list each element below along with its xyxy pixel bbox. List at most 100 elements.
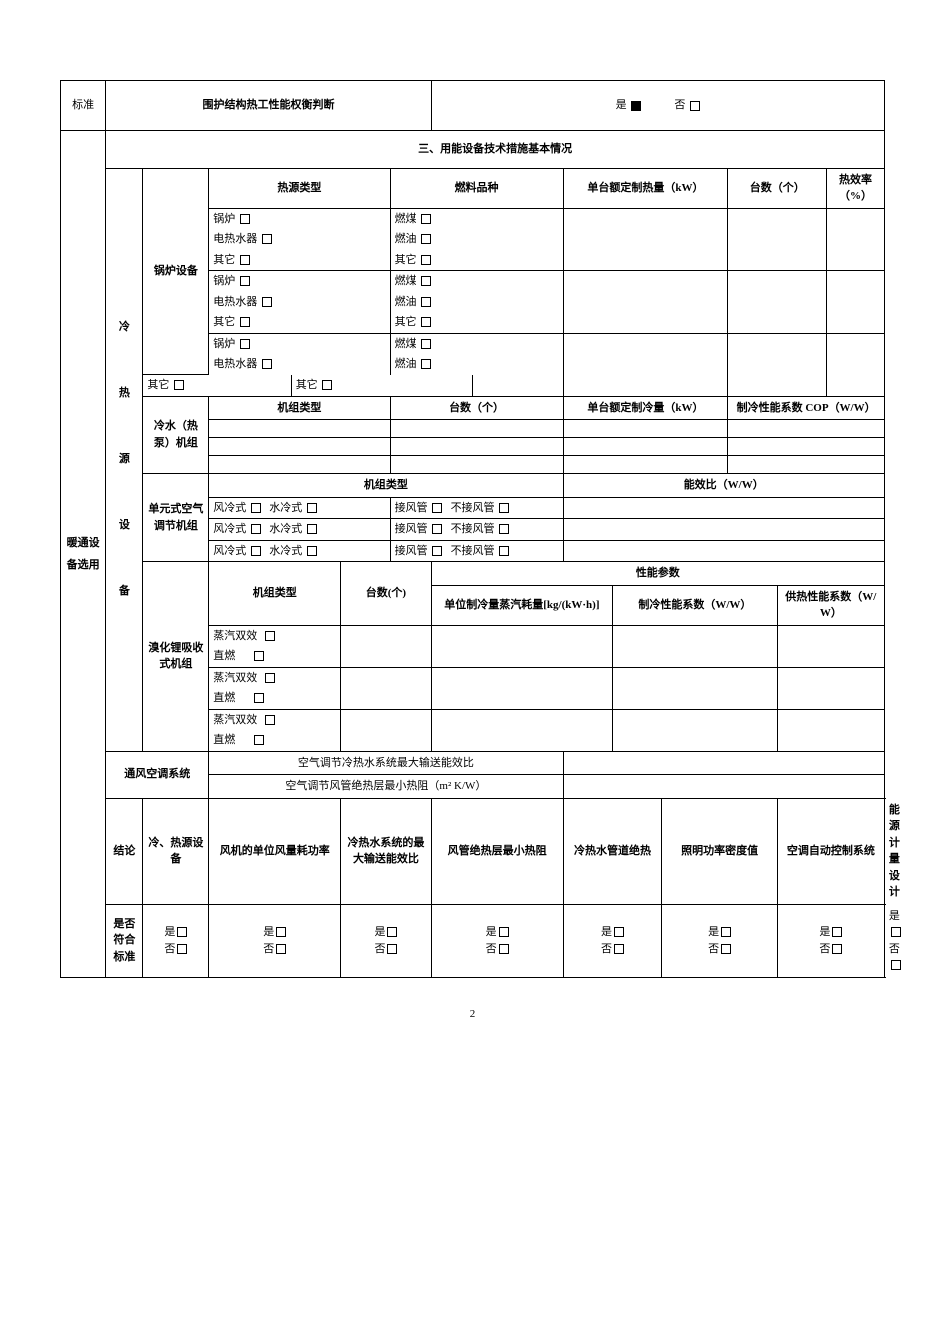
boiler-r7-b: 燃油: [390, 354, 563, 375]
comp-5: 是 否: [662, 904, 777, 977]
vent-val1: [563, 751, 884, 775]
header-title: 围护结构热工性能权衡判断: [106, 81, 431, 131]
cb[interactable]: [240, 255, 250, 265]
conclusion-label: 结论: [106, 798, 143, 904]
chiller-h4: 制冷性能系数 COP（W/W）: [728, 396, 885, 420]
cb[interactable]: [240, 317, 250, 327]
boiler-r2-a: 其它: [209, 250, 390, 271]
boiler-h1: 热源类型: [209, 168, 390, 208]
cb[interactable]: [421, 317, 431, 327]
conc-col0: 冷、热源设备: [143, 798, 209, 904]
absorber-r1-a: 蒸汽双效: [209, 667, 341, 688]
boiler-r1-b: 燃油: [390, 229, 563, 250]
boiler-r4-a: 电热水器: [209, 292, 390, 313]
no-label: 否: [674, 99, 685, 111]
cb[interactable]: [421, 339, 431, 349]
unitair-val-0: [563, 497, 884, 519]
boiler-r6-a: 锅炉: [209, 333, 390, 354]
boiler-h4: 台数（个）: [728, 168, 827, 208]
unitair-r1-b: 接风管 不接风管: [390, 519, 563, 541]
cb[interactable]: [240, 339, 250, 349]
vent-row1: 空气调节冷热水系统最大输送能效比: [209, 751, 563, 775]
compliance-label: 是否符合标准: [106, 904, 143, 977]
boiler-r2-b: 其它: [390, 250, 563, 271]
conc-col6: 空调自动控制系统: [777, 798, 884, 904]
comp-4: 是 否: [563, 904, 662, 977]
header-col1: 标准: [61, 81, 106, 131]
cb[interactable]: [240, 276, 250, 286]
conc-col2: 冷热水系统的最大输送能效比: [341, 798, 432, 904]
absorber-h5: 供热性能系数（W/W）: [777, 585, 884, 625]
boiler-r6-b: 燃煤: [390, 333, 563, 354]
ventilation-group-label: 通风空调系统: [106, 751, 209, 798]
comp-1: 是 否: [209, 904, 341, 977]
boiler-r5-a: 其它: [209, 312, 390, 333]
boiler-group-label: 锅炉设备: [143, 168, 209, 375]
boiler-r8-a: 其它: [143, 375, 291, 397]
absorber-h4: 制冷性能系数（W/W）: [613, 585, 778, 625]
boiler-r1-a: 电热水器: [209, 229, 390, 250]
section3-title: 三、用能设备技术措施基本情况: [106, 131, 885, 169]
unitair-r2-b: 接风管 不接风管: [390, 540, 563, 562]
chiller-h1: 机组类型: [209, 396, 390, 420]
boiler-val-2-units: [728, 333, 827, 396]
chiller-group-label: 冷水（热泵）机组: [143, 396, 209, 474]
cb[interactable]: [421, 214, 431, 224]
boiler-val-1-heat: [563, 271, 728, 334]
hvac-side-label: 暖通设备选用: [61, 131, 106, 978]
vent-row2: 空气调节风管绝热层最小热阻（m² K/W）: [209, 775, 563, 799]
absorber-h1: 机组类型: [209, 562, 341, 626]
boiler-h5: 热效率（%）: [827, 168, 885, 208]
boiler-r0-b: 燃煤: [390, 208, 563, 229]
unitair-h2: 能效比（W/W）: [563, 474, 884, 498]
unitair-val-2: [563, 540, 884, 562]
boiler-r0-a: 锅炉: [209, 208, 390, 229]
page-number: 2: [60, 1008, 885, 1020]
cb[interactable]: [421, 234, 431, 244]
boiler-val-1-units: [728, 271, 827, 334]
cb[interactable]: [322, 380, 332, 390]
cb[interactable]: [240, 214, 250, 224]
boiler-r8-b: 其它: [291, 375, 472, 397]
absorber-r2-b: 直燃: [209, 730, 341, 751]
vent-val2: [563, 775, 884, 799]
cb[interactable]: [421, 297, 431, 307]
main-table: 标准 围护结构热工性能权衡判断 是 否 暖通设备选用 三、用能设备技术措施基本情…: [60, 80, 885, 978]
main-group-label: 冷热源设备: [106, 168, 143, 751]
boiler-r7-a: 电热水器: [209, 354, 390, 375]
boiler-r3-a: 锅炉: [209, 271, 390, 292]
boiler-val-0-heat: [563, 208, 728, 271]
comp-3: 是 否: [431, 904, 563, 977]
cb[interactable]: [262, 359, 272, 369]
conc-col5: 照明功率密度值: [662, 798, 777, 904]
cb[interactable]: [262, 297, 272, 307]
unitair-r1-a: 风冷式 水冷式: [209, 519, 390, 541]
unitair-group-label: 单元式空气调节机组: [143, 474, 209, 562]
unitair-val-1: [563, 519, 884, 541]
cb[interactable]: [421, 359, 431, 369]
boiler-val-1-eff: [827, 271, 885, 334]
boiler-val-0-eff: [827, 208, 885, 271]
boiler-val-2-heat: [563, 333, 728, 396]
unitair-r0-a: 风冷式 水冷式: [209, 497, 390, 519]
absorber-h2: 台数(个): [341, 562, 432, 626]
unitair-h1: 机组类型: [209, 474, 563, 498]
boiler-r4-b: 燃油: [390, 292, 563, 313]
yes-checkbox-filled: [631, 101, 641, 111]
comp-2: 是 否: [341, 904, 432, 977]
boiler-val-0-units: [728, 208, 827, 271]
cb[interactable]: [421, 276, 431, 286]
comp-6: 是 否: [777, 904, 884, 977]
no-checkbox: [690, 101, 700, 111]
absorber-group-label: 溴化锂吸收式机组: [143, 562, 209, 752]
cb[interactable]: [421, 255, 431, 265]
boiler-r3-b: 燃煤: [390, 271, 563, 292]
cb[interactable]: [174, 380, 184, 390]
absorber-r2-a: 蒸汽双效: [209, 709, 341, 730]
cb[interactable]: [262, 234, 272, 244]
boiler-val-2-eff: [827, 333, 885, 396]
conc-col3: 风管绝热层最小热阻: [431, 798, 563, 904]
boiler-r5-b: 其它: [390, 312, 563, 333]
header-yesno: 是 否: [431, 81, 884, 131]
boiler-h3: 单台额定制热量（kW）: [563, 168, 728, 208]
